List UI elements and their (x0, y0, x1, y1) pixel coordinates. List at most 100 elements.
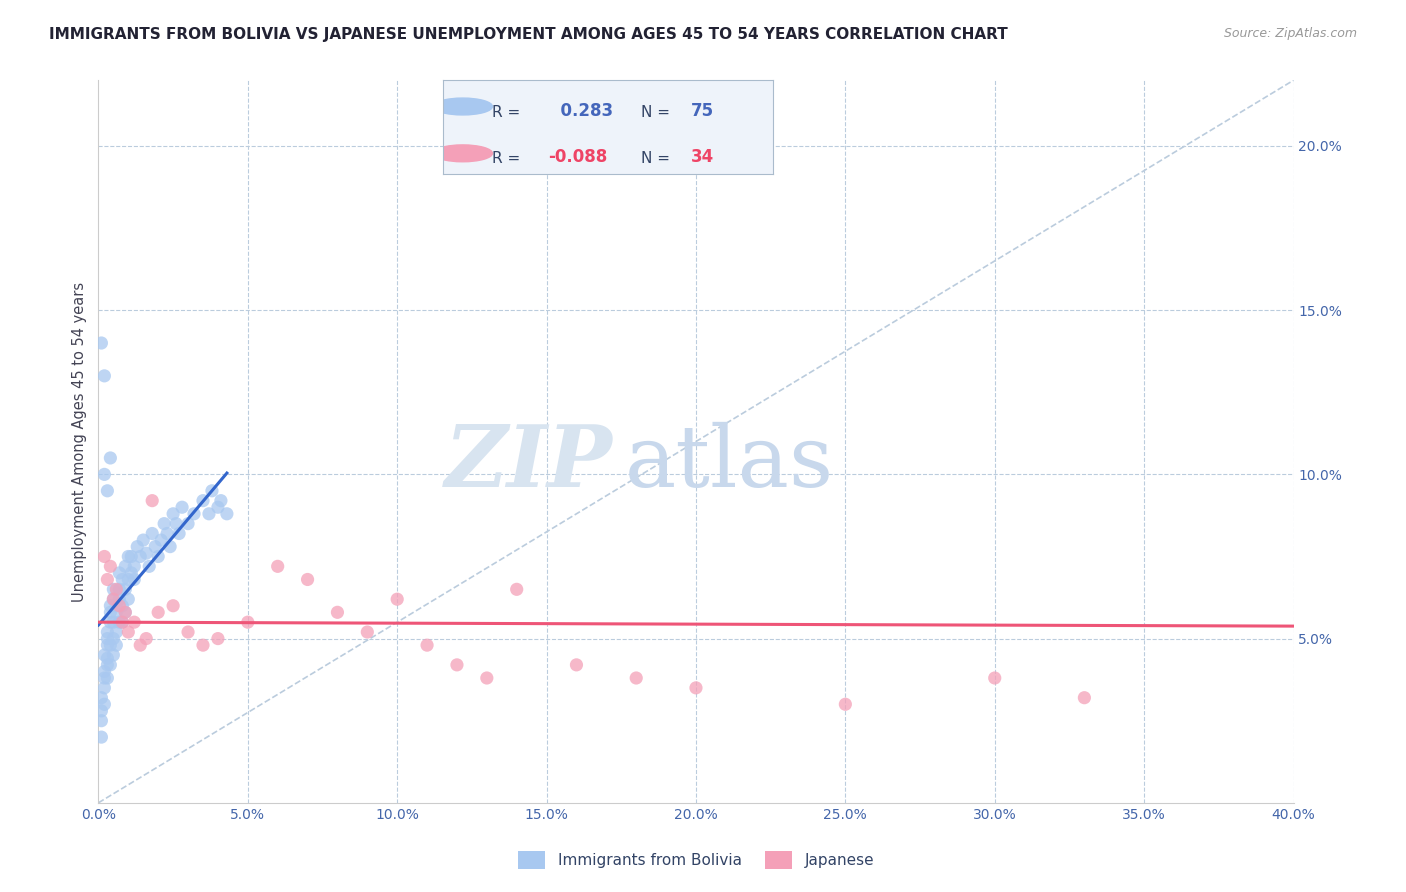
Point (90, 690, 112, 705)
Point (207, 632, 229, 646)
Point (148, 605, 170, 619)
Point (834, 698, 856, 712)
Point (108, 615, 131, 630)
Point (98, 559, 122, 574)
Point (98, 605, 122, 619)
Point (120, 566, 142, 580)
Point (626, 671, 648, 685)
Circle shape (433, 145, 492, 161)
Point (177, 516, 200, 531)
Point (117, 592, 139, 607)
Point (98, 615, 122, 630)
Point (135, 546, 157, 560)
Y-axis label: Unemployment Among Ages 45 to 54 years: Unemployment Among Ages 45 to 54 years (72, 282, 87, 601)
Point (103, 582, 125, 597)
Point (108, 566, 131, 580)
Point (141, 526, 163, 541)
Point (326, 605, 349, 619)
Point (356, 625, 378, 640)
Point (153, 516, 176, 531)
Point (446, 657, 468, 672)
Point (124, 559, 146, 574)
Point (98, 450, 122, 465)
Point (93, 549, 115, 564)
Point (162, 599, 184, 613)
Point (385, 592, 409, 607)
Point (141, 493, 163, 508)
Point (114, 582, 136, 597)
Text: Source: ZipAtlas.com: Source: ZipAtlas.com (1223, 27, 1357, 40)
Point (93, 467, 115, 482)
Point (96, 632, 118, 646)
Point (506, 582, 529, 597)
Text: R =: R = (492, 104, 520, 120)
Point (93, 698, 115, 712)
Point (117, 625, 139, 640)
Point (159, 540, 181, 554)
Point (297, 573, 319, 587)
Point (105, 599, 128, 613)
Point (191, 493, 214, 508)
Text: N =: N = (641, 104, 671, 120)
Point (165, 516, 187, 531)
Point (93, 648, 115, 662)
Point (1073, 690, 1095, 705)
Point (143, 540, 166, 554)
Point (114, 605, 136, 619)
Point (103, 592, 125, 607)
Point (183, 507, 205, 521)
Point (98, 657, 122, 672)
Point (90, 730, 112, 744)
Point (267, 559, 290, 574)
Point (129, 549, 152, 564)
Point (96, 625, 118, 640)
Point (129, 638, 152, 652)
Point (685, 681, 707, 695)
Text: atlas: atlas (624, 422, 834, 505)
Point (105, 605, 128, 619)
Text: N =: N = (641, 152, 671, 167)
Point (127, 540, 149, 554)
Point (148, 549, 170, 564)
Point (475, 671, 498, 685)
Point (98, 599, 122, 613)
Point (108, 582, 131, 597)
Point (132, 533, 155, 547)
Point (105, 625, 128, 640)
Point (416, 638, 439, 652)
Text: 34: 34 (690, 148, 714, 167)
Point (565, 657, 588, 672)
Point (120, 549, 142, 564)
Point (105, 638, 128, 652)
Text: -0.088: -0.088 (548, 148, 607, 167)
Point (162, 507, 184, 521)
Point (209, 493, 232, 508)
Point (93, 665, 115, 679)
Point (138, 559, 160, 574)
Point (90, 704, 112, 718)
Point (103, 615, 125, 630)
Point (108, 599, 131, 613)
Point (236, 615, 259, 630)
Point (96, 638, 118, 652)
Point (96, 483, 118, 498)
Point (114, 605, 136, 619)
Point (124, 615, 146, 630)
Point (201, 483, 224, 498)
Point (111, 573, 134, 587)
Point (96, 671, 118, 685)
Point (150, 533, 173, 547)
Point (90, 336, 112, 351)
Point (103, 632, 125, 646)
Point (98, 638, 122, 652)
Point (93, 368, 115, 383)
Point (215, 507, 238, 521)
Point (108, 592, 131, 607)
Point (191, 638, 214, 652)
Point (111, 615, 134, 630)
Point (111, 615, 134, 630)
Legend: Immigrants from Bolivia, Japanese: Immigrants from Bolivia, Japanese (512, 845, 880, 875)
Point (90, 714, 112, 728)
Point (103, 592, 125, 607)
Point (177, 625, 200, 640)
